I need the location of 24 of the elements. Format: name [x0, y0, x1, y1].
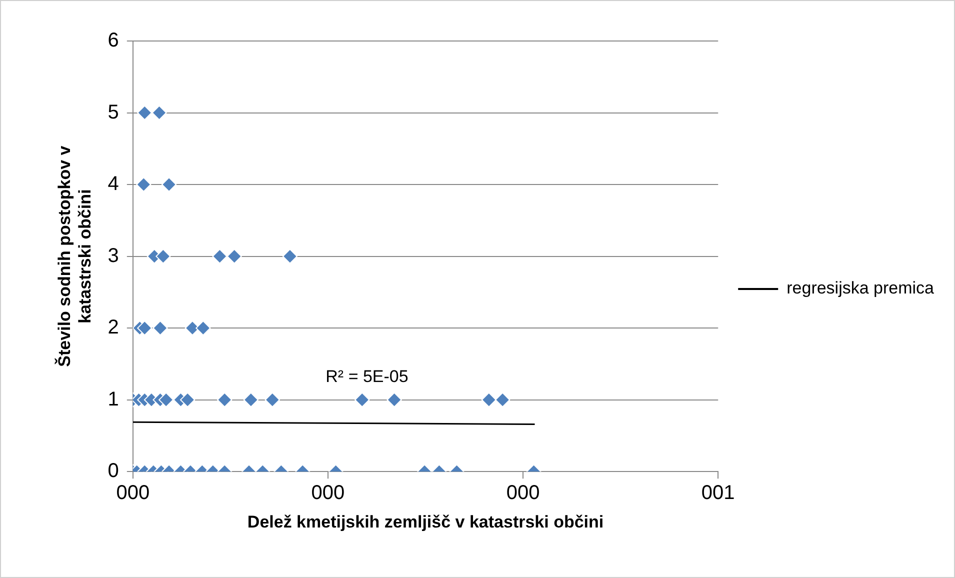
annotation: R² = 5E-05 [326, 366, 408, 386]
point [212, 248, 228, 264]
point [137, 320, 152, 336]
y-tick-label: 1 [108, 388, 119, 410]
point [282, 248, 298, 264]
point [156, 248, 171, 264]
y-tick-label: 0 [108, 460, 119, 482]
y-tick-label: 5 [108, 101, 119, 124]
x-tick-label: 000 [116, 482, 150, 504]
point [226, 248, 242, 264]
y-tick-label: 4 [108, 173, 119, 196]
y-axis-title: Število sodnih postopkov v katastrski občini [54, 145, 94, 367]
point [196, 320, 211, 336]
point [152, 320, 168, 336]
x-tick-label: 001 [701, 482, 735, 504]
y-tick-label: 6 [108, 30, 119, 52]
legend-label: regresijska premica [786, 278, 935, 298]
x-tick-label: 000 [506, 482, 540, 504]
point [136, 177, 152, 192]
y-tick-label: 2 [108, 316, 119, 339]
x-tick-label: 000 [311, 482, 345, 504]
y-tick-label: 3 [108, 244, 119, 267]
point [162, 177, 177, 192]
x-axis-title: Delež kmetijskih zemljišč v katastrski občini [247, 512, 604, 532]
